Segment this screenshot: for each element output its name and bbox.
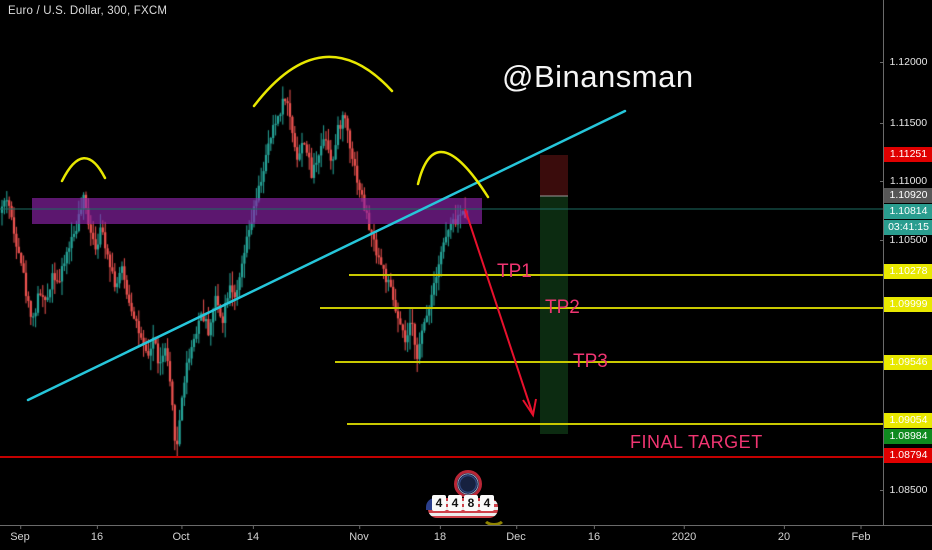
time-axis-label: Sep — [10, 525, 30, 543]
watermark-digits: 4 4 8 4 — [432, 495, 494, 511]
time-axis-label: Feb — [852, 525, 870, 543]
time-axis[interactable]: Sep 16 Oct 14 Nov 18 Dec 16 2020 20 Feb — [0, 525, 932, 550]
axis-tick — [19, 525, 21, 529]
wheel-icon — [454, 470, 482, 498]
price-axis-badge-level: 1.09546 — [884, 355, 932, 370]
watermark-digit: 4 — [432, 495, 446, 511]
price-axis-badge-level: 1.09054 — [884, 413, 932, 428]
watermark-digit: 8 — [464, 495, 478, 511]
axis-tick — [861, 525, 862, 529]
time-axis-label: Oct — [172, 525, 190, 543]
price-axis-label: 1.08500 — [880, 483, 932, 498]
price-axis-label: 1.12000 — [880, 55, 932, 70]
price-axis-badge-price: 1.10814 — [884, 204, 932, 219]
crescent-icon — [482, 508, 506, 526]
price-axis-badge-entry: 1.10920 — [884, 188, 932, 203]
time-axis-label: 18 — [434, 525, 446, 543]
symbol-title: Euro / U.S. Dollar, 300, FXCM — [8, 5, 168, 17]
price-axis-label: 1.10500 — [880, 233, 932, 248]
price-axis-badge-target: 1.08984 — [884, 429, 932, 444]
price-axis-badge-level: 1.10278 — [884, 264, 932, 279]
watermark-logo: 4 4 8 4 — [426, 470, 506, 526]
axis-tick — [880, 490, 884, 491]
tp1-label[interactable]: TP1 — [497, 261, 532, 282]
price-axis-badge-final: 1.08794 — [884, 448, 932, 463]
axis-tick — [516, 525, 517, 529]
axis-tick — [880, 62, 884, 63]
tp3-label[interactable]: TP3 — [573, 351, 608, 372]
axis-tick — [440, 525, 441, 529]
axis-tick — [880, 240, 884, 241]
axis-tick — [97, 525, 98, 529]
time-axis-label: Nov — [349, 525, 369, 543]
time-axis-label: 20 — [778, 525, 790, 543]
watermark-digit: 4 — [448, 495, 462, 511]
time-axis-label: 2020 — [672, 525, 696, 543]
price-axis-badge-stop: 1.11251 — [884, 147, 932, 162]
price-axis[interactable]: 1.12000 1.11500 1.11251 1.11000 1.10920 1.108… — [880, 0, 932, 525]
author-handle-text[interactable]: @Binansman — [502, 59, 694, 94]
price-axis-badge-level: 1.09999 — [884, 297, 932, 312]
watermark-digit: 4 — [480, 495, 494, 511]
axis-tick — [253, 525, 254, 529]
price-axis-badge-countdown: 03:41:15 — [884, 220, 932, 235]
time-axis-label: 14 — [247, 525, 259, 543]
axis-tick — [594, 525, 595, 529]
axis-tick — [683, 525, 685, 529]
tp2-label[interactable]: TP2 — [545, 297, 580, 318]
axis-tick — [880, 181, 884, 182]
axis-tick — [359, 525, 360, 529]
axis-tick — [880, 123, 884, 124]
price-axis-label: 1.11000 — [880, 174, 932, 189]
final-target-label[interactable]: FINAL TARGET — [630, 432, 763, 452]
axis-tick — [784, 525, 785, 529]
time-axis-label: Dec — [506, 525, 526, 543]
time-axis-label: 16 — [588, 525, 600, 543]
time-axis-label: 16 — [91, 525, 103, 543]
axis-tick — [181, 525, 182, 529]
price-axis-label: 1.11500 — [880, 116, 932, 131]
